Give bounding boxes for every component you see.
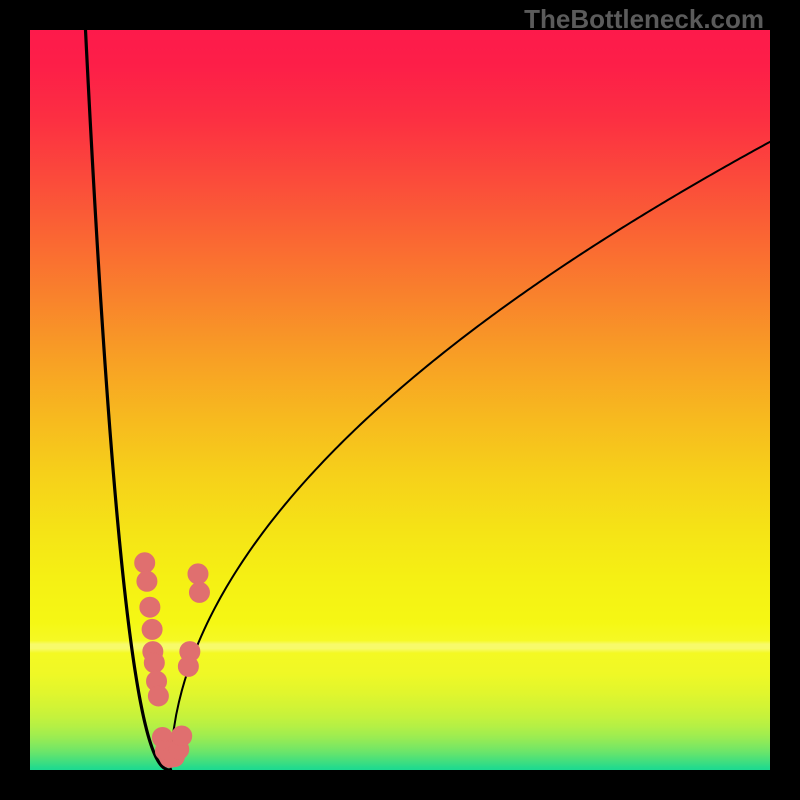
marker-left-5 xyxy=(144,653,164,673)
plot-area xyxy=(30,30,770,770)
marker-right-3 xyxy=(178,656,198,676)
plot-svg xyxy=(30,30,770,770)
marker-right-0 xyxy=(188,564,208,584)
marker-left-3 xyxy=(142,619,162,639)
marker-bottom-5 xyxy=(172,726,192,746)
marker-left-1 xyxy=(137,571,157,591)
marker-right-1 xyxy=(189,582,209,602)
marker-left-0 xyxy=(135,553,155,573)
gradient-background xyxy=(30,30,770,770)
figure-root: TheBottleneck.com xyxy=(0,0,800,800)
marker-left-2 xyxy=(140,597,160,617)
marker-left-7 xyxy=(148,686,168,706)
